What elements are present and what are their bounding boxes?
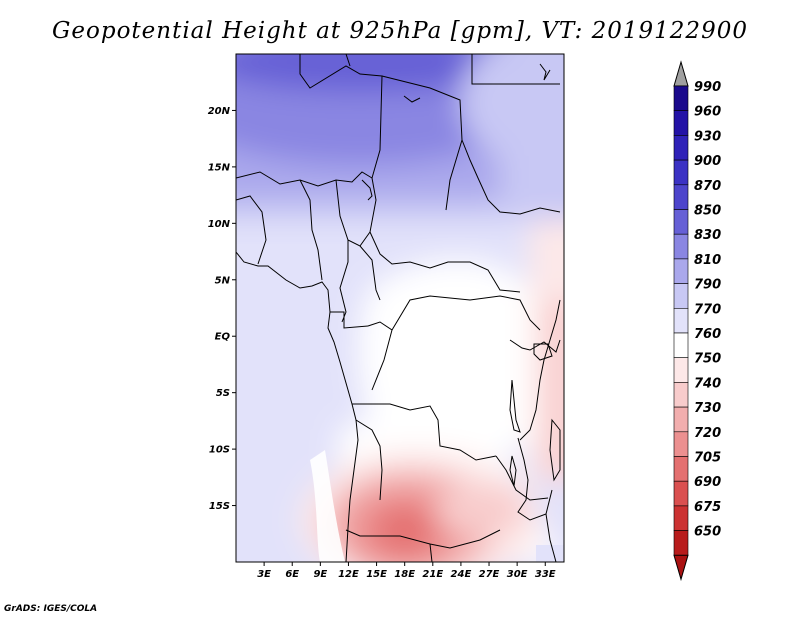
chart-title: Geopotential Height at 925hPa [gpm], VT:… xyxy=(52,18,748,44)
latitude-axis: 20N 15N 10N 5N EQ 5S 10S 15S xyxy=(208,106,236,512)
colorbar-swatch xyxy=(673,357,689,383)
lon-tick-label: 27E xyxy=(479,569,500,580)
colorbar-swatch xyxy=(673,406,689,433)
colorbar-label: 850 xyxy=(694,204,721,219)
colorbar-swatch xyxy=(673,480,689,507)
colorbar-swatch xyxy=(673,209,689,235)
colorbar-label: 690 xyxy=(694,475,721,490)
colorbar-label: 770 xyxy=(694,302,721,317)
lat-tick-label: 10N xyxy=(208,219,231,230)
colorbar-label: 740 xyxy=(694,376,721,391)
colorbar-swatch xyxy=(673,184,689,210)
lon-tick-label: 18E xyxy=(394,569,415,580)
lat-tick-label: 10S xyxy=(209,445,230,456)
lon-tick-label: 30E xyxy=(507,569,528,580)
colorbar-label: 870 xyxy=(694,179,721,194)
lon-tick-label: 21E xyxy=(422,569,443,580)
colorbar-label: 900 xyxy=(694,154,721,169)
lat-tick-label: EQ xyxy=(215,332,231,343)
colorbar-swatch xyxy=(673,530,689,556)
lon-tick-label: 9E xyxy=(313,569,327,580)
lat-tick-label: 5S xyxy=(216,388,230,399)
colorbar-swatch xyxy=(673,456,689,482)
grads-credit: GrADS: IGES/COLA xyxy=(4,604,98,614)
lat-tick-label: 20N xyxy=(208,106,231,117)
lon-tick-label: 15E xyxy=(366,569,387,580)
colorbar: 990 960 930 900 870 850 830 810 790 770 760 750 740 7… xyxy=(673,60,721,582)
colorbar-label: 650 xyxy=(694,525,721,540)
colorbar-swatch xyxy=(673,505,689,531)
colorbar-label: 750 xyxy=(694,352,721,367)
colorbar-swatch xyxy=(673,85,689,112)
colorbar-bottom-arrow xyxy=(673,554,689,582)
lon-tick-label: 24E xyxy=(451,569,472,580)
colorbar-swatch xyxy=(673,307,689,334)
lon-tick-label: 3E xyxy=(257,569,271,580)
colorbar-label: 990 xyxy=(694,80,721,95)
colorbar-swatch xyxy=(673,135,689,161)
colorbar-swatch xyxy=(673,233,689,260)
colorbar-label: 790 xyxy=(694,278,721,293)
colorbar-swatch xyxy=(673,159,689,186)
map-frame xyxy=(235,53,565,563)
colorbar-label: 960 xyxy=(694,105,721,120)
colorbar-swatch xyxy=(673,382,689,408)
colorbar-swatch xyxy=(673,110,689,136)
lon-tick-label: 33E xyxy=(535,569,556,580)
colorbar-label: 720 xyxy=(694,426,721,441)
colorbar-swatch xyxy=(673,431,689,457)
height-field xyxy=(236,54,564,562)
colorbar-swatch xyxy=(673,332,689,359)
colorbar-label: 810 xyxy=(694,253,721,268)
colorbar-label: 830 xyxy=(694,228,721,243)
lat-tick-label: 5N xyxy=(215,275,231,286)
colorbar-label: 930 xyxy=(694,129,721,144)
colorbar-swatch xyxy=(673,283,689,309)
colorbar-label: 705 xyxy=(694,451,721,466)
lat-tick-label: 15N xyxy=(208,162,231,173)
colorbar-label: 760 xyxy=(694,327,721,342)
longitude-axis: 3E 6E 9E 12E 15E 18E 21E 24E 27E 30E 33E xyxy=(257,562,556,580)
colorbar-label: 730 xyxy=(694,401,721,416)
lon-tick-label: 12E xyxy=(338,569,359,580)
lon-tick-label: 6E xyxy=(285,569,299,580)
lat-tick-label: 15S xyxy=(209,501,230,512)
colorbar-top-arrow xyxy=(673,60,689,87)
colorbar-label: 675 xyxy=(694,500,721,515)
colorbar-swatch xyxy=(673,258,689,284)
coastlines-borders xyxy=(236,54,561,562)
